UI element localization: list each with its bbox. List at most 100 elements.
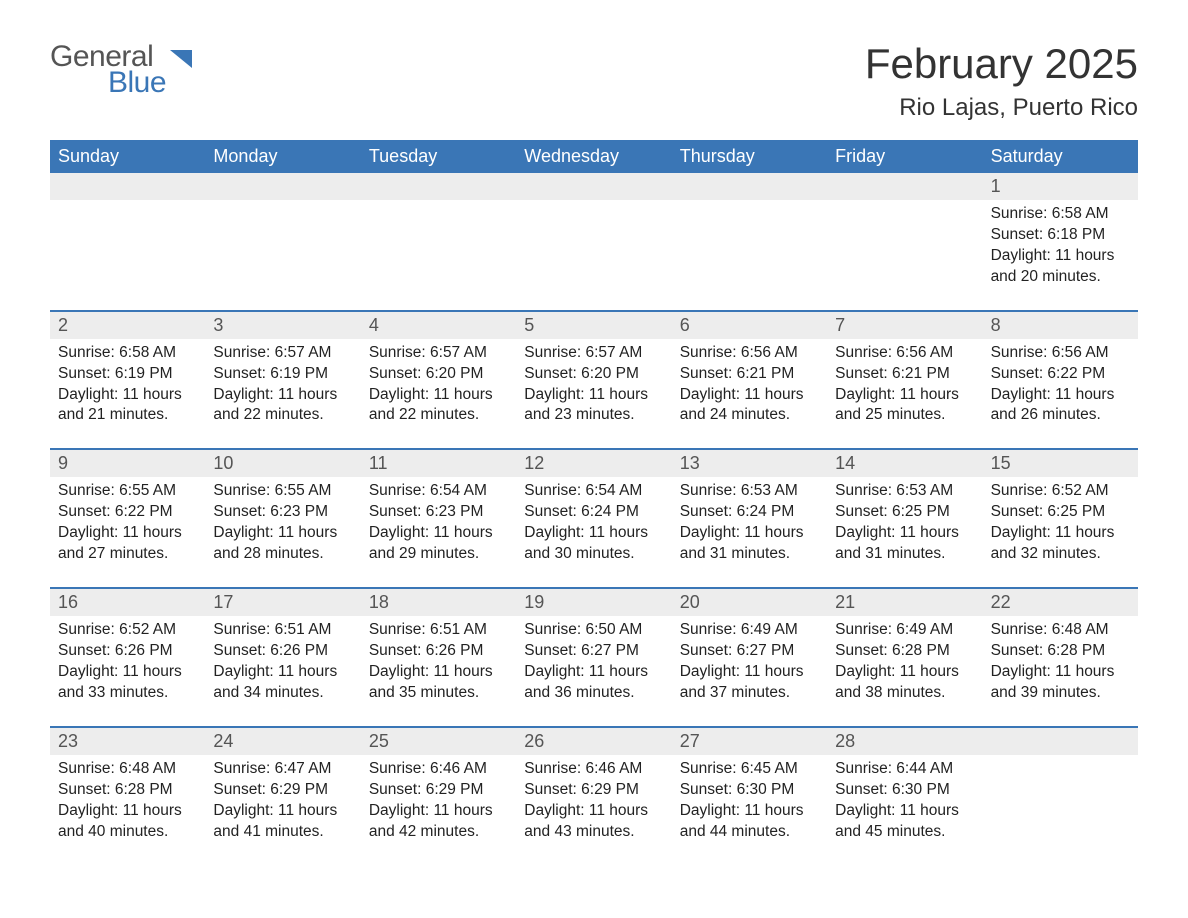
sunrise-line: Sunrise: 6:58 AM [58, 343, 197, 364]
day-cell [672, 200, 827, 292]
day-number: 14 [827, 450, 982, 477]
daylight-line: Daylight: 11 hours and 32 minutes. [991, 523, 1130, 565]
sunrise-line: Sunrise: 6:47 AM [213, 759, 352, 780]
sunset-line: Sunset: 6:24 PM [524, 502, 663, 523]
day-cell: Sunrise: 6:53 AMSunset: 6:24 PMDaylight:… [672, 477, 827, 569]
location: Rio Lajas, Puerto Rico [865, 94, 1138, 122]
daylight-line: Daylight: 11 hours and 22 minutes. [213, 385, 352, 427]
day-number: 9 [50, 450, 205, 477]
sunset-line: Sunset: 6:21 PM [835, 364, 974, 385]
header: General Blue February 2025 Rio Lajas, Pu… [50, 40, 1138, 122]
daynum-row: 1 [50, 173, 1138, 200]
daylight-line: Daylight: 11 hours and 37 minutes. [680, 662, 819, 704]
day-number: 7 [827, 312, 982, 339]
daylight-line: Daylight: 11 hours and 45 minutes. [835, 801, 974, 843]
daylight-line: Daylight: 11 hours and 44 minutes. [680, 801, 819, 843]
day-cell: Sunrise: 6:49 AMSunset: 6:27 PMDaylight:… [672, 616, 827, 708]
day-number: 2 [50, 312, 205, 339]
sunrise-line: Sunrise: 6:53 AM [680, 481, 819, 502]
day-cell: Sunrise: 6:52 AMSunset: 6:25 PMDaylight:… [983, 477, 1138, 569]
day-cell: Sunrise: 6:48 AMSunset: 6:28 PMDaylight:… [50, 755, 205, 847]
day-number [205, 173, 360, 200]
day-number [827, 173, 982, 200]
daylight-line: Daylight: 11 hours and 38 minutes. [835, 662, 974, 704]
day-cell [983, 755, 1138, 847]
sunset-line: Sunset: 6:28 PM [58, 780, 197, 801]
sunset-line: Sunset: 6:22 PM [58, 502, 197, 523]
sunrise-line: Sunrise: 6:56 AM [835, 343, 974, 364]
day-cell: Sunrise: 6:46 AMSunset: 6:29 PMDaylight:… [361, 755, 516, 847]
sunrise-line: Sunrise: 6:56 AM [991, 343, 1130, 364]
day-number: 23 [50, 728, 205, 755]
day-number: 13 [672, 450, 827, 477]
sunrise-line: Sunrise: 6:46 AM [369, 759, 508, 780]
day-cell: Sunrise: 6:52 AMSunset: 6:26 PMDaylight:… [50, 616, 205, 708]
sunset-line: Sunset: 6:19 PM [213, 364, 352, 385]
daylight-line: Daylight: 11 hours and 30 minutes. [524, 523, 663, 565]
sunset-line: Sunset: 6:25 PM [835, 502, 974, 523]
daycontent-row: Sunrise: 6:58 AMSunset: 6:19 PMDaylight:… [50, 339, 1138, 431]
day-number: 15 [983, 450, 1138, 477]
sunset-line: Sunset: 6:25 PM [991, 502, 1130, 523]
day-number [361, 173, 516, 200]
sunrise-line: Sunrise: 6:52 AM [58, 620, 197, 641]
sunrise-line: Sunrise: 6:49 AM [680, 620, 819, 641]
daycontent-row: Sunrise: 6:48 AMSunset: 6:28 PMDaylight:… [50, 755, 1138, 847]
day-cell [50, 200, 205, 292]
sunset-line: Sunset: 6:28 PM [991, 641, 1130, 662]
daylight-line: Daylight: 11 hours and 21 minutes. [58, 385, 197, 427]
daylight-line: Daylight: 11 hours and 35 minutes. [369, 662, 508, 704]
daylight-line: Daylight: 11 hours and 42 minutes. [369, 801, 508, 843]
daylight-line: Daylight: 11 hours and 20 minutes. [991, 246, 1130, 288]
day-number: 20 [672, 589, 827, 616]
sunset-line: Sunset: 6:19 PM [58, 364, 197, 385]
month-title: February 2025 [865, 40, 1138, 88]
day-number: 24 [205, 728, 360, 755]
sunset-line: Sunset: 6:20 PM [524, 364, 663, 385]
day-number: 18 [361, 589, 516, 616]
day-number: 27 [672, 728, 827, 755]
logo-word2: Blue [108, 66, 166, 100]
sunset-line: Sunset: 6:26 PM [58, 641, 197, 662]
day-cell: Sunrise: 6:45 AMSunset: 6:30 PMDaylight:… [672, 755, 827, 847]
day-number: 19 [516, 589, 671, 616]
sunrise-line: Sunrise: 6:50 AM [524, 620, 663, 641]
day-number: 8 [983, 312, 1138, 339]
day-cell: Sunrise: 6:46 AMSunset: 6:29 PMDaylight:… [516, 755, 671, 847]
day-cell: Sunrise: 6:57 AMSunset: 6:19 PMDaylight:… [205, 339, 360, 431]
day-cell: Sunrise: 6:47 AMSunset: 6:29 PMDaylight:… [205, 755, 360, 847]
daynum-row: 9101112131415 [50, 450, 1138, 477]
day-number: 17 [205, 589, 360, 616]
sunrise-line: Sunrise: 6:57 AM [524, 343, 663, 364]
day-number [983, 728, 1138, 755]
daylight-line: Daylight: 11 hours and 22 minutes. [369, 385, 508, 427]
day-number [672, 173, 827, 200]
daylight-line: Daylight: 11 hours and 31 minutes. [680, 523, 819, 565]
sunset-line: Sunset: 6:30 PM [680, 780, 819, 801]
sunrise-line: Sunrise: 6:57 AM [213, 343, 352, 364]
sunrise-line: Sunrise: 6:57 AM [369, 343, 508, 364]
sunset-line: Sunset: 6:22 PM [991, 364, 1130, 385]
day-cell: Sunrise: 6:57 AMSunset: 6:20 PMDaylight:… [361, 339, 516, 431]
day-cell: Sunrise: 6:56 AMSunset: 6:21 PMDaylight:… [827, 339, 982, 431]
daynum-row: 232425262728 [50, 728, 1138, 755]
day-number [50, 173, 205, 200]
weekday-header: Saturday [983, 140, 1138, 173]
day-cell: Sunrise: 6:48 AMSunset: 6:28 PMDaylight:… [983, 616, 1138, 708]
day-cell: Sunrise: 6:51 AMSunset: 6:26 PMDaylight:… [361, 616, 516, 708]
day-cell: Sunrise: 6:56 AMSunset: 6:22 PMDaylight:… [983, 339, 1138, 431]
day-number: 11 [361, 450, 516, 477]
weekday-header: Monday [205, 140, 360, 173]
day-number: 21 [827, 589, 982, 616]
sunset-line: Sunset: 6:29 PM [524, 780, 663, 801]
title-block: February 2025 Rio Lajas, Puerto Rico [865, 40, 1138, 122]
sunset-line: Sunset: 6:23 PM [213, 502, 352, 523]
day-number: 4 [361, 312, 516, 339]
sunset-line: Sunset: 6:27 PM [680, 641, 819, 662]
sunrise-line: Sunrise: 6:56 AM [680, 343, 819, 364]
daycontent-row: Sunrise: 6:55 AMSunset: 6:22 PMDaylight:… [50, 477, 1138, 569]
weekday-header: Tuesday [361, 140, 516, 173]
weekday-header: Sunday [50, 140, 205, 173]
daycontent-row: Sunrise: 6:52 AMSunset: 6:26 PM Daylight:… [50, 616, 1138, 708]
day-cell: Sunrise: 6:51 AMSunset: 6:26 PMDaylight:… [205, 616, 360, 708]
